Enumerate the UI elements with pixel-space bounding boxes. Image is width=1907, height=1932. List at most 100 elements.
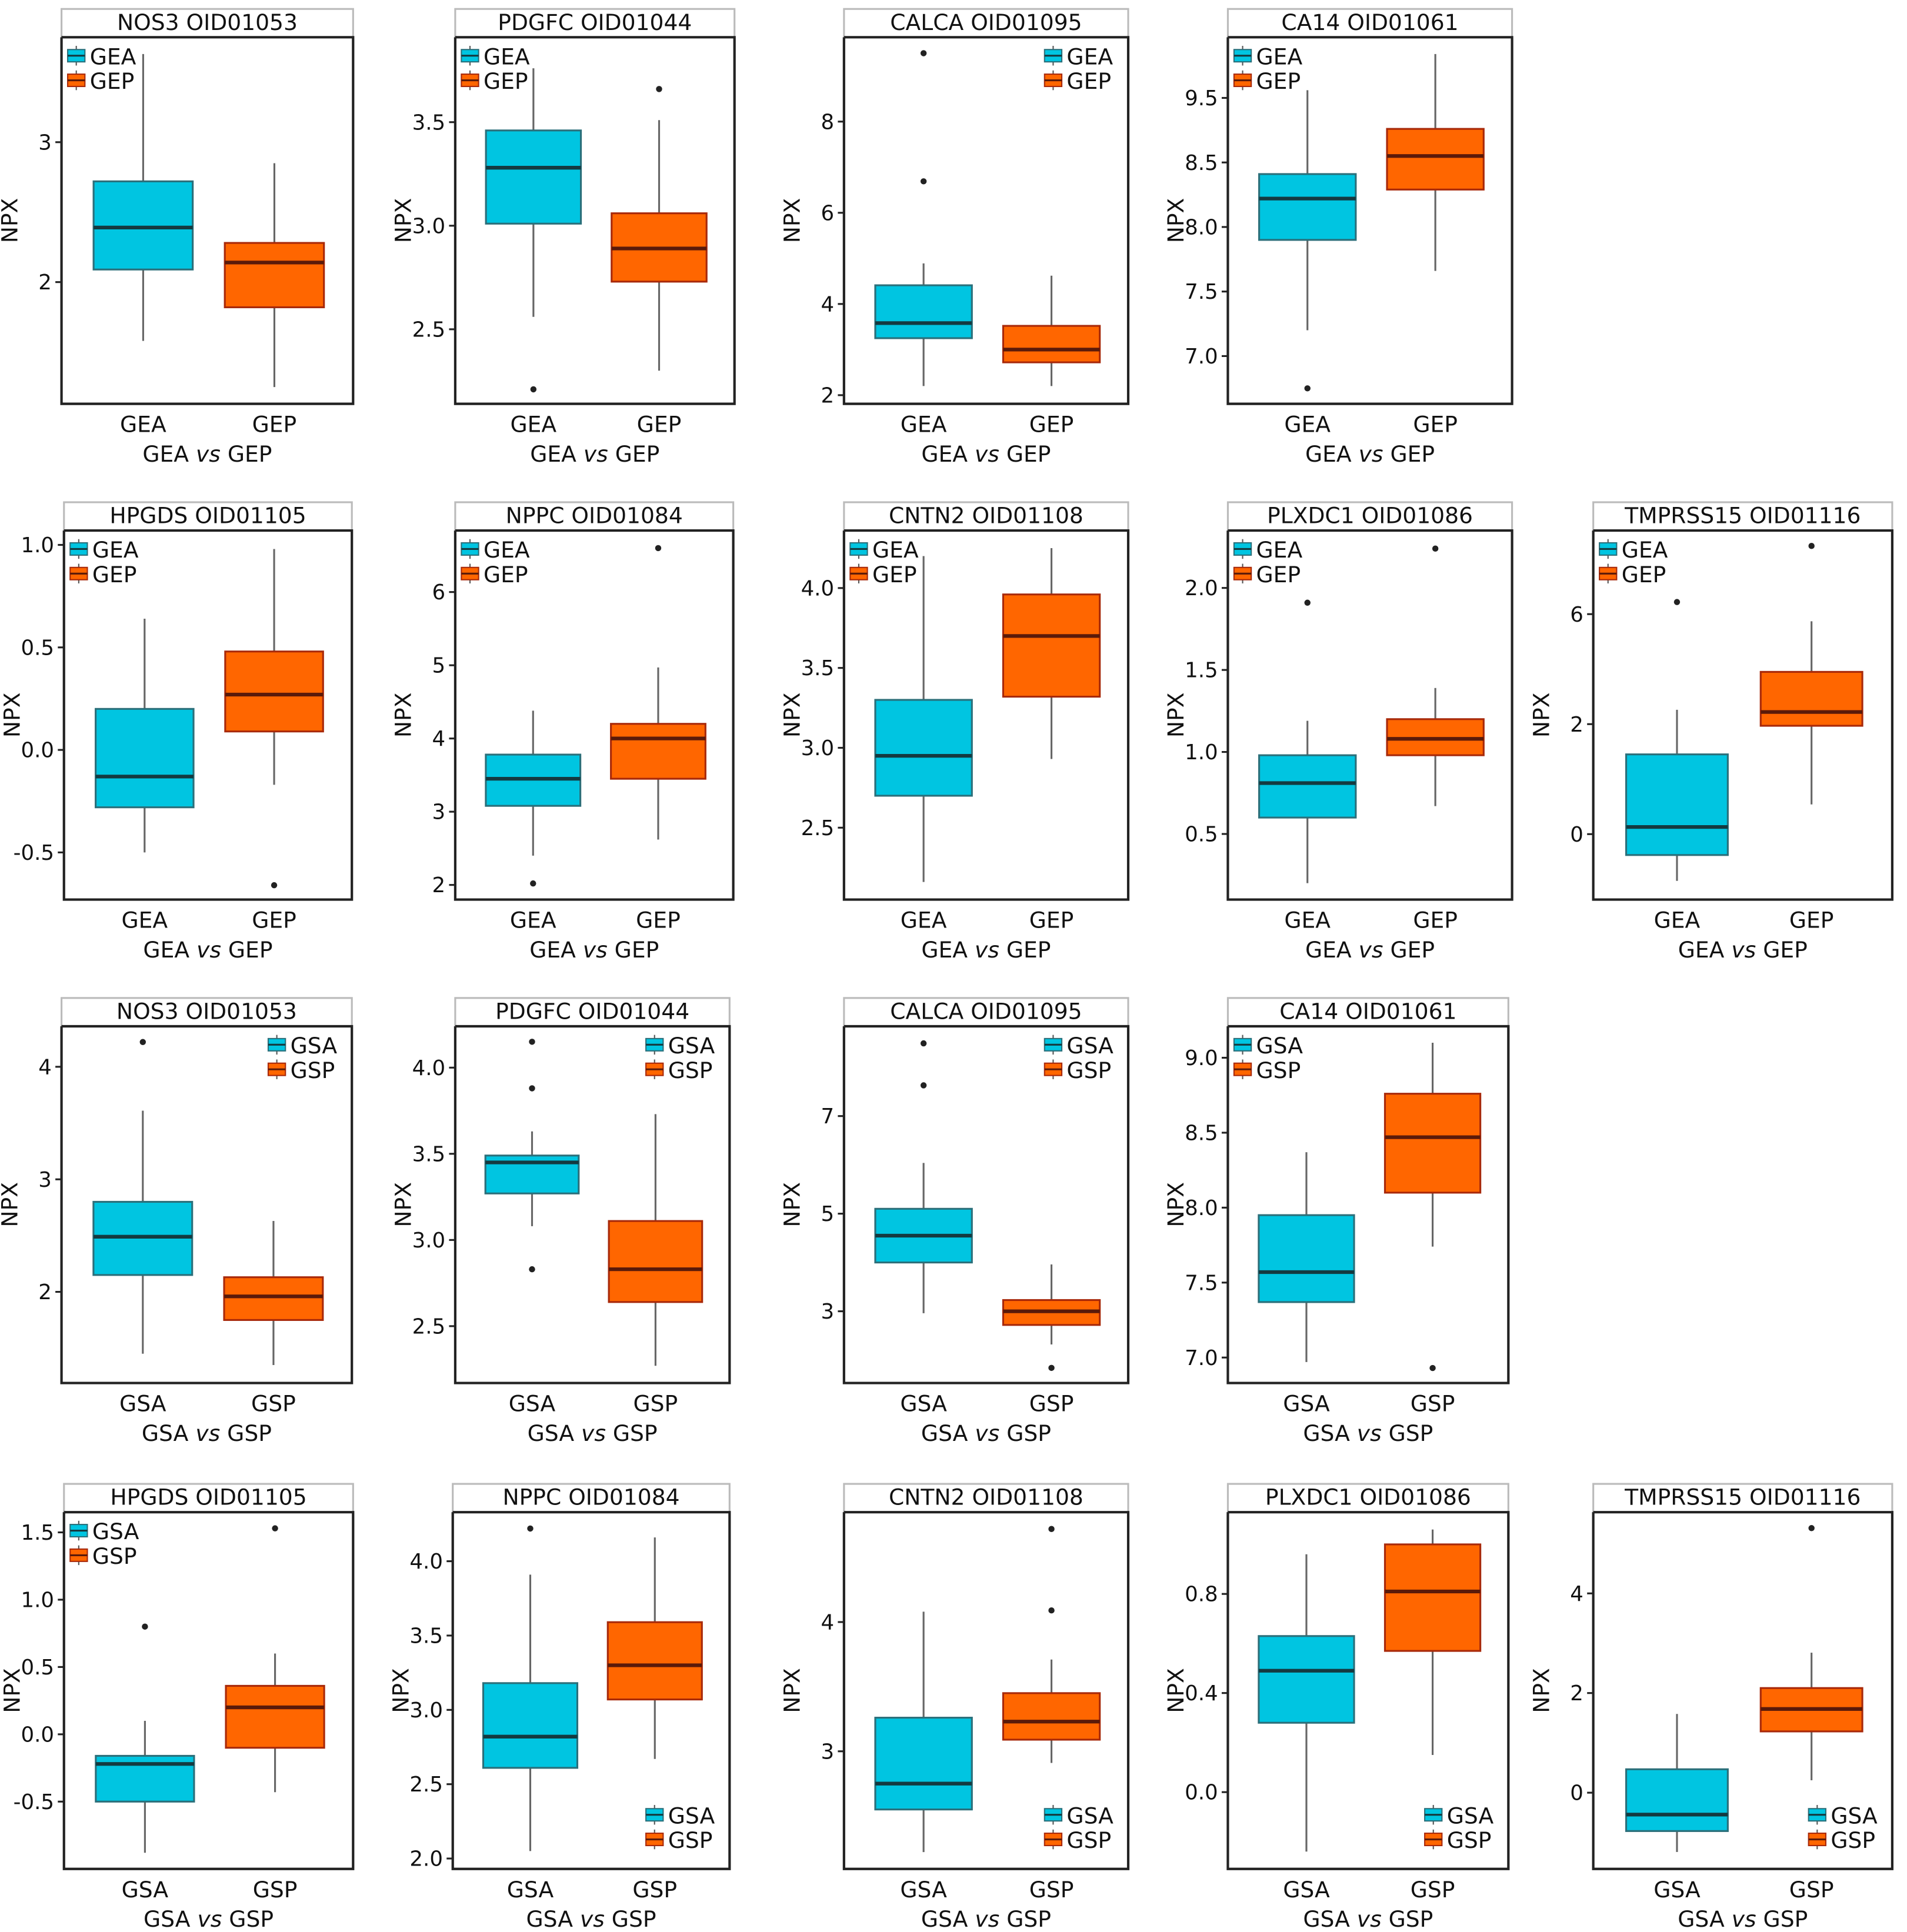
x-axis-label-part: GEP bbox=[1006, 937, 1051, 963]
x-axis-label-part: vs bbox=[584, 441, 608, 467]
x-axis-label-part: GEP bbox=[1006, 441, 1051, 467]
legend-label: GEP bbox=[1622, 562, 1666, 588]
x-tick-label: GEP bbox=[637, 412, 682, 438]
y-axis-label: NPX bbox=[1163, 692, 1189, 738]
iqr-box bbox=[1625, 1768, 1729, 1832]
y-tick-label: 6 bbox=[1570, 603, 1583, 627]
y-tick-label: 7.0 bbox=[1185, 1346, 1218, 1370]
x-tick-label: GSA bbox=[122, 1877, 169, 1903]
x-axis-label-part: GEA bbox=[1678, 937, 1725, 963]
x-axis-label-part: GSP bbox=[1389, 1420, 1433, 1446]
x-tick-label: GSP bbox=[1029, 1391, 1074, 1417]
y-tick-label: 1.5 bbox=[1185, 659, 1218, 683]
box-gea bbox=[92, 54, 194, 341]
x-axis-label: GEA vs GEP bbox=[530, 441, 659, 467]
legend-label: GSP bbox=[668, 1827, 713, 1853]
legend-label: GSA bbox=[1066, 1033, 1113, 1059]
box-gep bbox=[611, 86, 708, 371]
legend-item: GSP bbox=[1233, 1057, 1301, 1083]
x-tick-label: GSA bbox=[900, 1391, 947, 1417]
y-tick-label: 1.0 bbox=[1185, 740, 1218, 765]
outlier-point bbox=[272, 1525, 278, 1531]
x-tick-label: GEP bbox=[1413, 412, 1458, 438]
y-axis-label: NPX bbox=[0, 1182, 22, 1227]
x-axis-label: GSA vs GSP bbox=[921, 1420, 1051, 1446]
x-axis-label-part: vs bbox=[196, 937, 221, 963]
y-tick-label: 1.5 bbox=[21, 1521, 54, 1545]
y-tick-label: 2 bbox=[821, 383, 834, 408]
legend-label: GSP bbox=[1066, 1057, 1111, 1083]
plot-frame bbox=[454, 36, 736, 405]
x-axis-label-part: vs bbox=[975, 1906, 999, 1932]
box-gsp bbox=[223, 1221, 324, 1365]
legend-item: GSA bbox=[69, 1519, 139, 1544]
legend-label: GEP bbox=[1256, 68, 1301, 94]
x-axis-label-part: vs bbox=[975, 441, 999, 467]
plot-frame bbox=[1226, 1511, 1510, 1870]
plot-frame bbox=[1226, 36, 1513, 405]
y-tick-label: 2.0 bbox=[409, 1847, 443, 1871]
x-axis-label-part: GSA bbox=[1303, 1906, 1350, 1932]
y-tick-label: 2 bbox=[1570, 1681, 1583, 1706]
y-tick-label: 2.5 bbox=[412, 1314, 446, 1339]
legend-item: GEP bbox=[461, 562, 528, 588]
x-axis-label: GSA vs GSP bbox=[144, 1906, 274, 1932]
legend-label: GSP bbox=[1447, 1827, 1492, 1853]
x-tick-label: GEP bbox=[1789, 907, 1834, 933]
legend-item: GSA bbox=[1043, 1803, 1113, 1828]
legend-item: GEA bbox=[69, 537, 139, 563]
plot-frame bbox=[1226, 1025, 1510, 1384]
x-axis-label: GSA vs GSP bbox=[921, 1906, 1051, 1932]
y-tick-label: 6 bbox=[432, 580, 446, 605]
x-axis-label-part: GEA bbox=[921, 937, 968, 963]
iqr-box bbox=[606, 1621, 703, 1701]
panel-title: TMPRSS15 OID01116 bbox=[1624, 1484, 1861, 1510]
legend-label: GSA bbox=[1066, 1803, 1113, 1828]
y-tick-label: 8 bbox=[821, 110, 834, 134]
outlier-point bbox=[142, 1623, 148, 1630]
y-tick-label: 0.8 bbox=[1185, 1583, 1218, 1607]
y-tick-label: 6 bbox=[821, 201, 834, 225]
y-tick-label: 5 bbox=[821, 1202, 834, 1226]
plot-frame bbox=[842, 1511, 1130, 1870]
y-tick-label: 7.5 bbox=[1185, 1271, 1218, 1295]
panel-title: CALCA OID01095 bbox=[890, 998, 1082, 1024]
x-tick-label: GSA bbox=[1283, 1877, 1330, 1903]
legend-item: GSA bbox=[267, 1033, 338, 1059]
legend-label: GSA bbox=[92, 1519, 139, 1544]
legend-item: GEP bbox=[66, 68, 134, 94]
legend-label: GEA bbox=[484, 537, 530, 563]
box-gep bbox=[1386, 54, 1485, 271]
y-tick-label: 5 bbox=[432, 654, 446, 678]
x-axis-label-part: GSP bbox=[1006, 1420, 1051, 1446]
legend-item: GSA bbox=[645, 1033, 715, 1059]
x-axis-label-part: GEP bbox=[615, 937, 659, 963]
legend-label: GSA bbox=[291, 1033, 338, 1059]
x-tick-label: GEA bbox=[901, 412, 947, 438]
legend-item: GSP bbox=[1043, 1057, 1111, 1083]
legend-item: GEA bbox=[1599, 537, 1668, 563]
x-axis-label-part: vs bbox=[583, 937, 608, 963]
y-tick-label: 4.0 bbox=[409, 1550, 443, 1574]
y-tick-label: 3.0 bbox=[801, 736, 835, 760]
box-gsp bbox=[608, 1114, 704, 1366]
panel-title-strip bbox=[452, 1483, 731, 1513]
y-tick-label: 2.0 bbox=[1185, 576, 1218, 600]
legend-label: GSA bbox=[1447, 1803, 1494, 1828]
box-gep bbox=[224, 549, 324, 889]
iqr-box bbox=[224, 242, 325, 309]
x-axis-label: GSA vs GSP bbox=[526, 1906, 656, 1932]
panel-title-strip bbox=[61, 997, 353, 1027]
y-axis-label: NPX bbox=[779, 1668, 805, 1713]
x-tick-label: GEA bbox=[121, 907, 168, 933]
legend-item: GSA bbox=[1424, 1803, 1494, 1828]
